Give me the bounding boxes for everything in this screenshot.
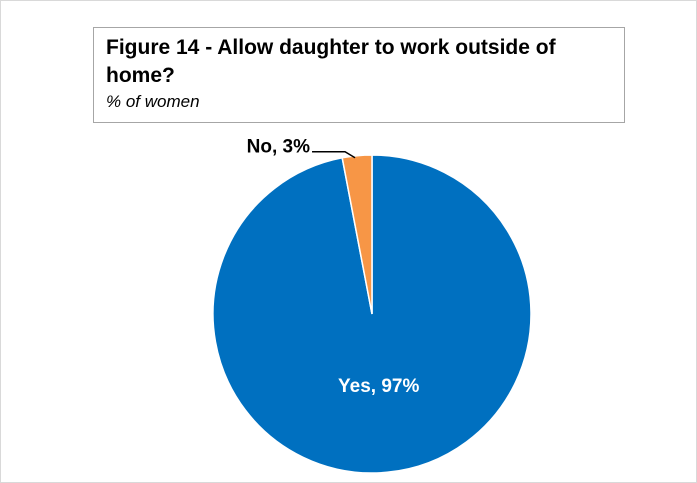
chart-subtitle: % of women (106, 92, 200, 111)
chart-title: Figure 14 - Allow daughter to work outsi… (106, 36, 556, 87)
chart-title-box: Figure 14 - Allow daughter to work outsi… (93, 27, 625, 123)
leader-line-no (312, 150, 356, 159)
pie-slice-no (341, 154, 373, 315)
pie-slices (212, 154, 532, 474)
slice-label-no: No, 3% (247, 137, 310, 158)
pie-labels: Yes, 97% No, 3% (247, 137, 420, 398)
slice-label-yes: Yes, 97% (338, 376, 419, 397)
